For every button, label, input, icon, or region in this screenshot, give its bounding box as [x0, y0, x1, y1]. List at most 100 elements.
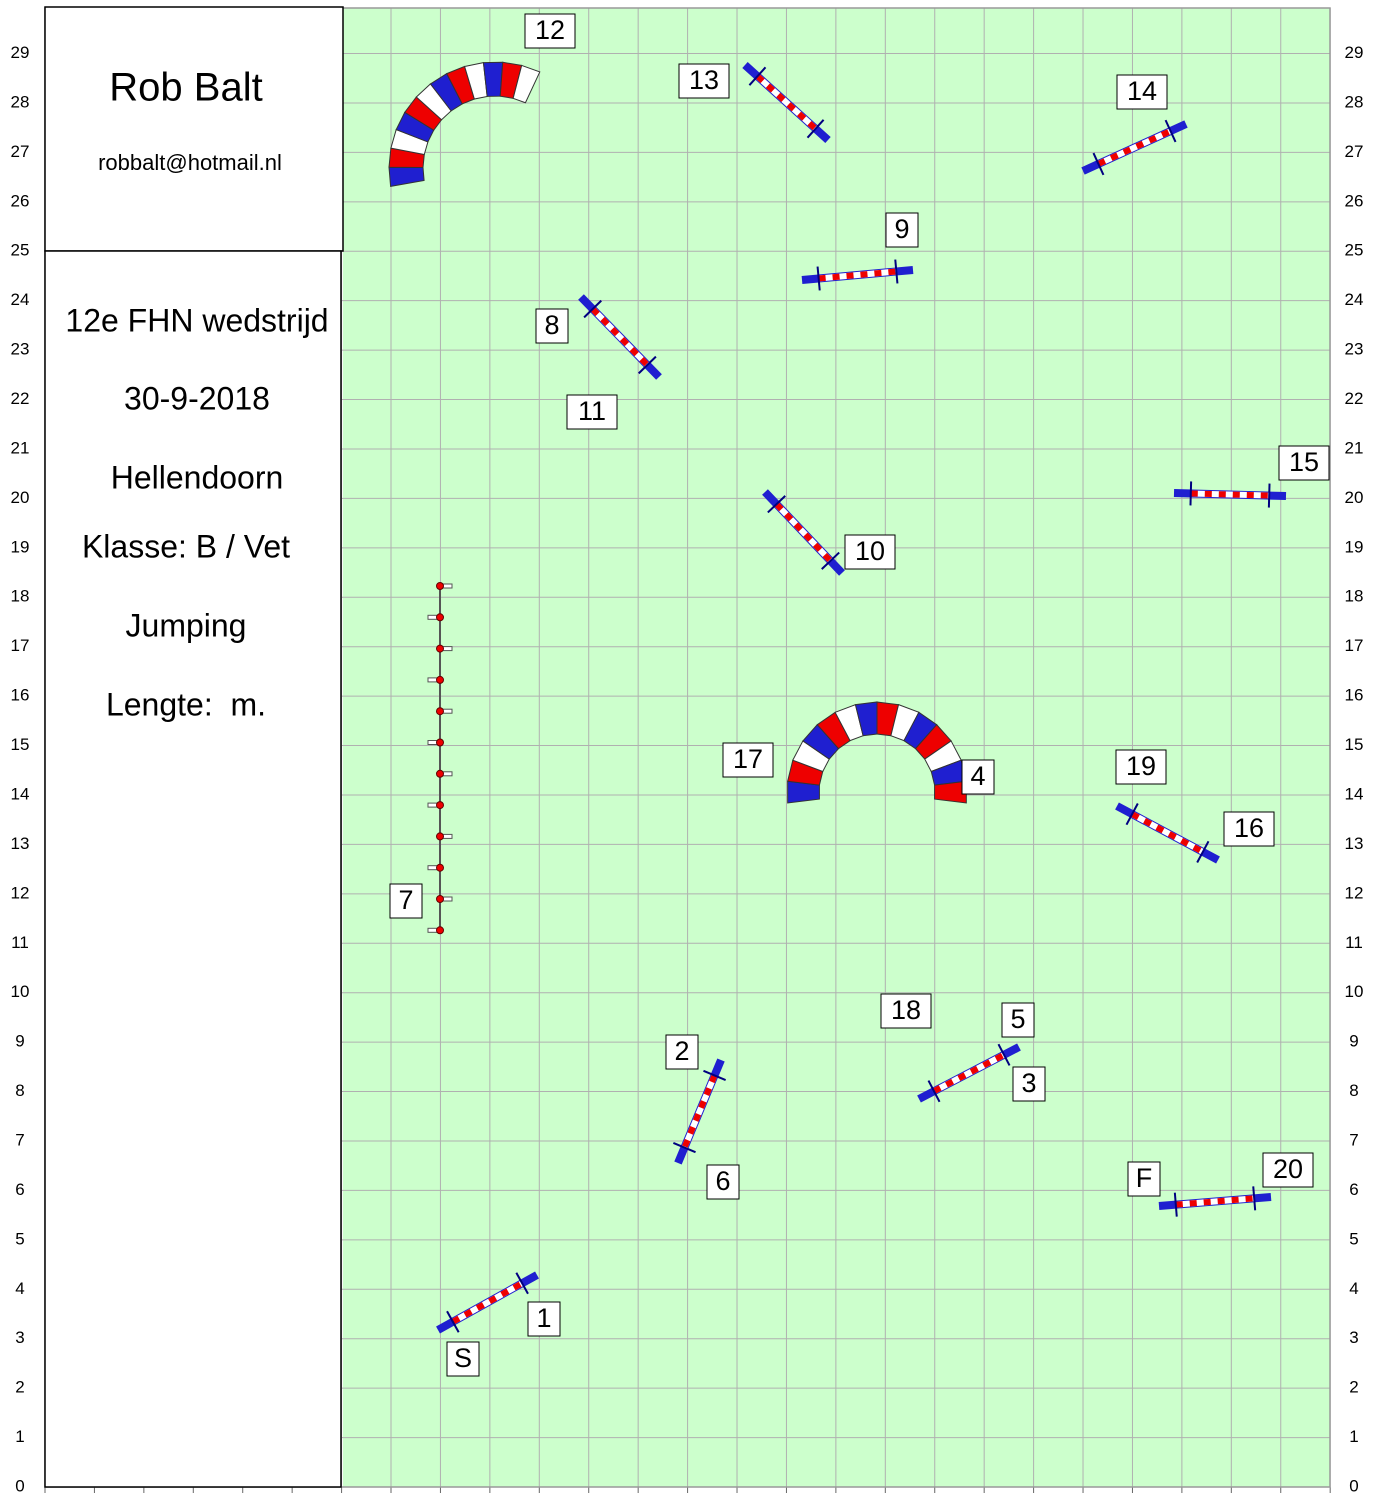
discipline: Jumping: [126, 607, 247, 643]
wall-dot: [436, 613, 444, 622]
bar-white: [755, 74, 818, 131]
obstacle-label: 10: [855, 536, 885, 566]
stand: [767, 495, 786, 514]
wall-dot: [436, 832, 444, 841]
obstacle-label: S: [454, 1343, 472, 1373]
bar-white: [1175, 1195, 1255, 1208]
y-label-right: 22: [1345, 389, 1364, 408]
y-label-left: 28: [11, 92, 30, 111]
label-box: [535, 308, 569, 344]
name: Rob Balt: [109, 66, 262, 110]
y-label-right: 2: [1349, 1378, 1358, 1397]
obstacle-label: 19: [1126, 751, 1156, 781]
y-label-right: 16: [1345, 686, 1364, 705]
obstacle-label: 13: [689, 65, 719, 95]
obstacle-label: 16: [1234, 813, 1264, 843]
date: 30-9-2018: [124, 380, 270, 416]
y-label-left: 18: [11, 587, 30, 606]
arc-segment: [512, 64, 541, 104]
header-box: [44, 6, 344, 252]
wall-dot: [436, 926, 444, 935]
class: Klasse: B / Vet: [82, 528, 290, 564]
label-box: [678, 63, 730, 99]
stand: [816, 266, 821, 291]
y-label-right: 1: [1349, 1427, 1358, 1446]
stand: [583, 299, 602, 319]
label-box: [844, 534, 896, 570]
email: robbalt@hotmail.nl: [98, 150, 282, 175]
label-box: [1223, 811, 1275, 847]
info-box: [44, 250, 342, 1488]
label-box: [706, 1164, 740, 1200]
obstacle-label: 6: [715, 1166, 730, 1196]
y-label-right: 24: [1345, 290, 1364, 309]
y-label-left: 5: [15, 1229, 24, 1248]
obstacle-label: F: [1136, 1163, 1153, 1193]
obstacle-label: 14: [1127, 76, 1157, 106]
obstacle-label: 15: [1289, 447, 1319, 477]
y-label-left: 9: [15, 1032, 24, 1051]
label-box: [1012, 1066, 1046, 1102]
bar-white: [451, 1280, 524, 1325]
wall-dot: [436, 707, 444, 716]
y-label-right: 3: [1349, 1328, 1358, 1347]
y-label-left: 22: [11, 389, 30, 408]
stand: [638, 355, 657, 375]
stand: [927, 1080, 941, 1103]
stand: [1252, 1186, 1257, 1211]
y-label-right: 12: [1345, 883, 1364, 902]
y-label-left: 7: [15, 1130, 24, 1149]
labels: 12 13 14 9 8 11 15 10 17 4 19 16 7 18 5 2 3 6 F 20 1 S: [389, 13, 1330, 1377]
y-label-right: 6: [1349, 1180, 1358, 1199]
stand: [894, 259, 899, 284]
obstacle-label: 9: [894, 214, 909, 244]
obstacle-label: 18: [891, 995, 921, 1025]
y-label-right: 4: [1349, 1279, 1358, 1298]
stand: [1092, 152, 1105, 176]
y-label-left: 23: [11, 340, 30, 359]
wall-dot: [436, 582, 444, 590]
stand: [1196, 840, 1210, 863]
obstacle-label: 1: [536, 1303, 551, 1333]
bar-white: [1190, 490, 1270, 499]
y-label-right: 8: [1349, 1081, 1358, 1100]
bar-white: [1097, 128, 1172, 167]
wall-dot: [436, 801, 444, 810]
bar-white: [590, 306, 650, 368]
length: Lengte: m.: [106, 686, 266, 722]
obstacles: [388, 61, 1287, 1334]
bar-white: [818, 268, 897, 282]
label-box: [961, 759, 995, 795]
place: Hellendoorn: [111, 459, 284, 495]
y-label-right: 26: [1345, 191, 1364, 210]
y-label-right: 17: [1345, 636, 1364, 655]
bar-white: [1130, 811, 1205, 855]
stand: [1164, 119, 1177, 143]
y-label-right: 0: [1349, 1476, 1358, 1494]
arc-segment: [934, 780, 967, 804]
wall-dot: [436, 863, 444, 872]
obstacle-label: 8: [544, 310, 559, 340]
y-label-left: 25: [11, 241, 30, 260]
y-label-right: 23: [1345, 340, 1364, 359]
y-label-left: 0: [15, 1476, 24, 1494]
y-label-left: 3: [15, 1328, 24, 1347]
y-label-right: 28: [1345, 92, 1364, 111]
y-label-left: 14: [11, 784, 30, 803]
stand: [806, 119, 825, 139]
stand: [748, 66, 767, 86]
y-label-right: 19: [1345, 537, 1364, 556]
obstacle-label: 20: [1273, 1154, 1303, 1184]
stand: [703, 1069, 727, 1081]
y-label-left: 2: [15, 1378, 24, 1397]
y-label-left: 13: [11, 834, 30, 853]
y-label-right: 15: [1345, 735, 1364, 754]
obstacle-label: 7: [398, 885, 413, 915]
stand: [1189, 481, 1193, 506]
y-label-left: 26: [11, 191, 30, 210]
y-label-right: 10: [1345, 982, 1364, 1001]
label-box: [1262, 1152, 1314, 1188]
wall-dot: [436, 769, 444, 778]
y-label-left: 1: [15, 1427, 24, 1446]
y-label-left: 11: [11, 933, 29, 952]
